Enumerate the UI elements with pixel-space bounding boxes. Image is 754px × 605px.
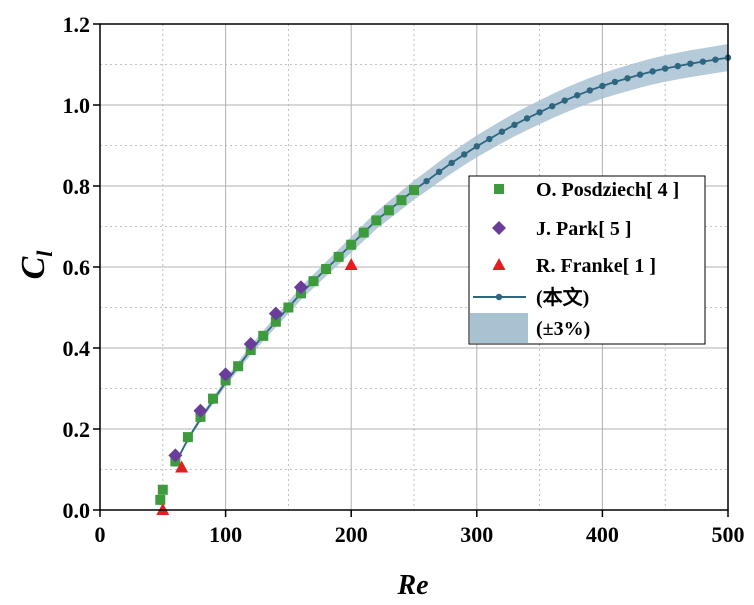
series-0-point [383,205,394,216]
line-series-point [649,68,656,75]
legend-label-0: O. Posdziech[ 4 ] [536,179,679,201]
y-tick-label: 0.6 [63,255,91,280]
line-series-point [486,135,493,143]
legend-marker-0 [494,184,504,194]
legend-label-2: R. Franke[ 1 ] [536,255,656,277]
line-series-point [523,115,531,122]
series-0-point [270,316,281,327]
x-tick-label: 500 [712,522,745,547]
y-axis-title-main: C [15,256,52,279]
series-0-point [208,393,219,404]
legend-label-3: (本文) [536,285,589,309]
x-tick-label: 0 [95,522,106,547]
y-axis-title-subscript: l [32,250,57,257]
line-series-point [423,177,430,185]
line-series-point [536,109,543,116]
line-series-point [662,65,669,72]
line-series-point [586,87,594,94]
series-1-point [218,367,233,382]
series-0-point [321,264,332,275]
line-series-point [473,143,480,150]
x-tick-label: 100 [209,522,242,547]
series-0-point [358,227,369,238]
legend-line-dot [495,293,503,301]
series-1-point [168,448,183,463]
line-series-point [636,71,644,78]
series-0-point [333,251,344,262]
line-series-point [699,58,707,65]
x-axis-title: Re [396,570,428,601]
series-1-point [243,336,258,351]
line-series-point [599,82,606,90]
series-0-point [182,432,193,443]
series-0-point [155,494,166,505]
legend-label-1: J. Park[ 5 ] [536,218,632,240]
legend: O. Posdziech[ 4 ] J. Park[ 5 ] R. Franke[ … [468,175,706,345]
line-series-point [624,75,631,82]
x-tick-label: 400 [586,522,619,547]
series-2-point [175,460,189,473]
line-series-point [448,159,455,167]
x-tick-label: 200 [335,522,368,547]
x-tick-label: 300 [460,522,493,547]
y-tick-label: 0.2 [63,417,91,442]
y-axis-title: Cl [15,250,57,280]
series-1-point [268,306,283,321]
y-tick-label: 0.0 [63,498,91,523]
line-series-point [611,78,619,86]
legend-label-4: (±3%) [536,318,590,340]
line-series-point [712,56,719,63]
series-0-point [258,330,269,341]
series-2-point [344,257,358,270]
series-0-point [346,239,357,250]
series-0-point [308,276,319,287]
y-tick-label: 0.4 [63,336,91,361]
series-0-point [409,185,419,196]
series-0-point [283,302,294,313]
line-series-point [574,92,581,99]
series-0-point [157,484,168,495]
series-2-point [156,503,170,515]
legend-marker-2 [492,258,506,270]
y-tick-label: 1.0 [63,93,91,118]
line-series-point [435,168,443,176]
axis-ticks: 0 100 200 300 400 500 0.0 0.2 0.4 0.6 0.8 1.0 1.2 [63,12,745,547]
line-series-point [561,97,568,104]
line-series-point [674,62,681,70]
series-0-point [371,215,382,226]
line-series-point [498,128,506,135]
legend-marker-1 [492,221,506,235]
line-series-point [687,60,694,67]
series-layer [155,54,732,515]
line-series-point [461,151,468,158]
series-1-point [193,403,208,418]
y-tick-label: 0.8 [63,174,91,199]
series-0-point [233,361,244,372]
line-series-point [511,121,518,129]
series-0-point [396,195,407,206]
legend-band-swatch [470,313,528,343]
y-tick-label: 1.2 [63,12,91,37]
series-1-point [293,280,308,295]
line-series-point [548,103,556,110]
